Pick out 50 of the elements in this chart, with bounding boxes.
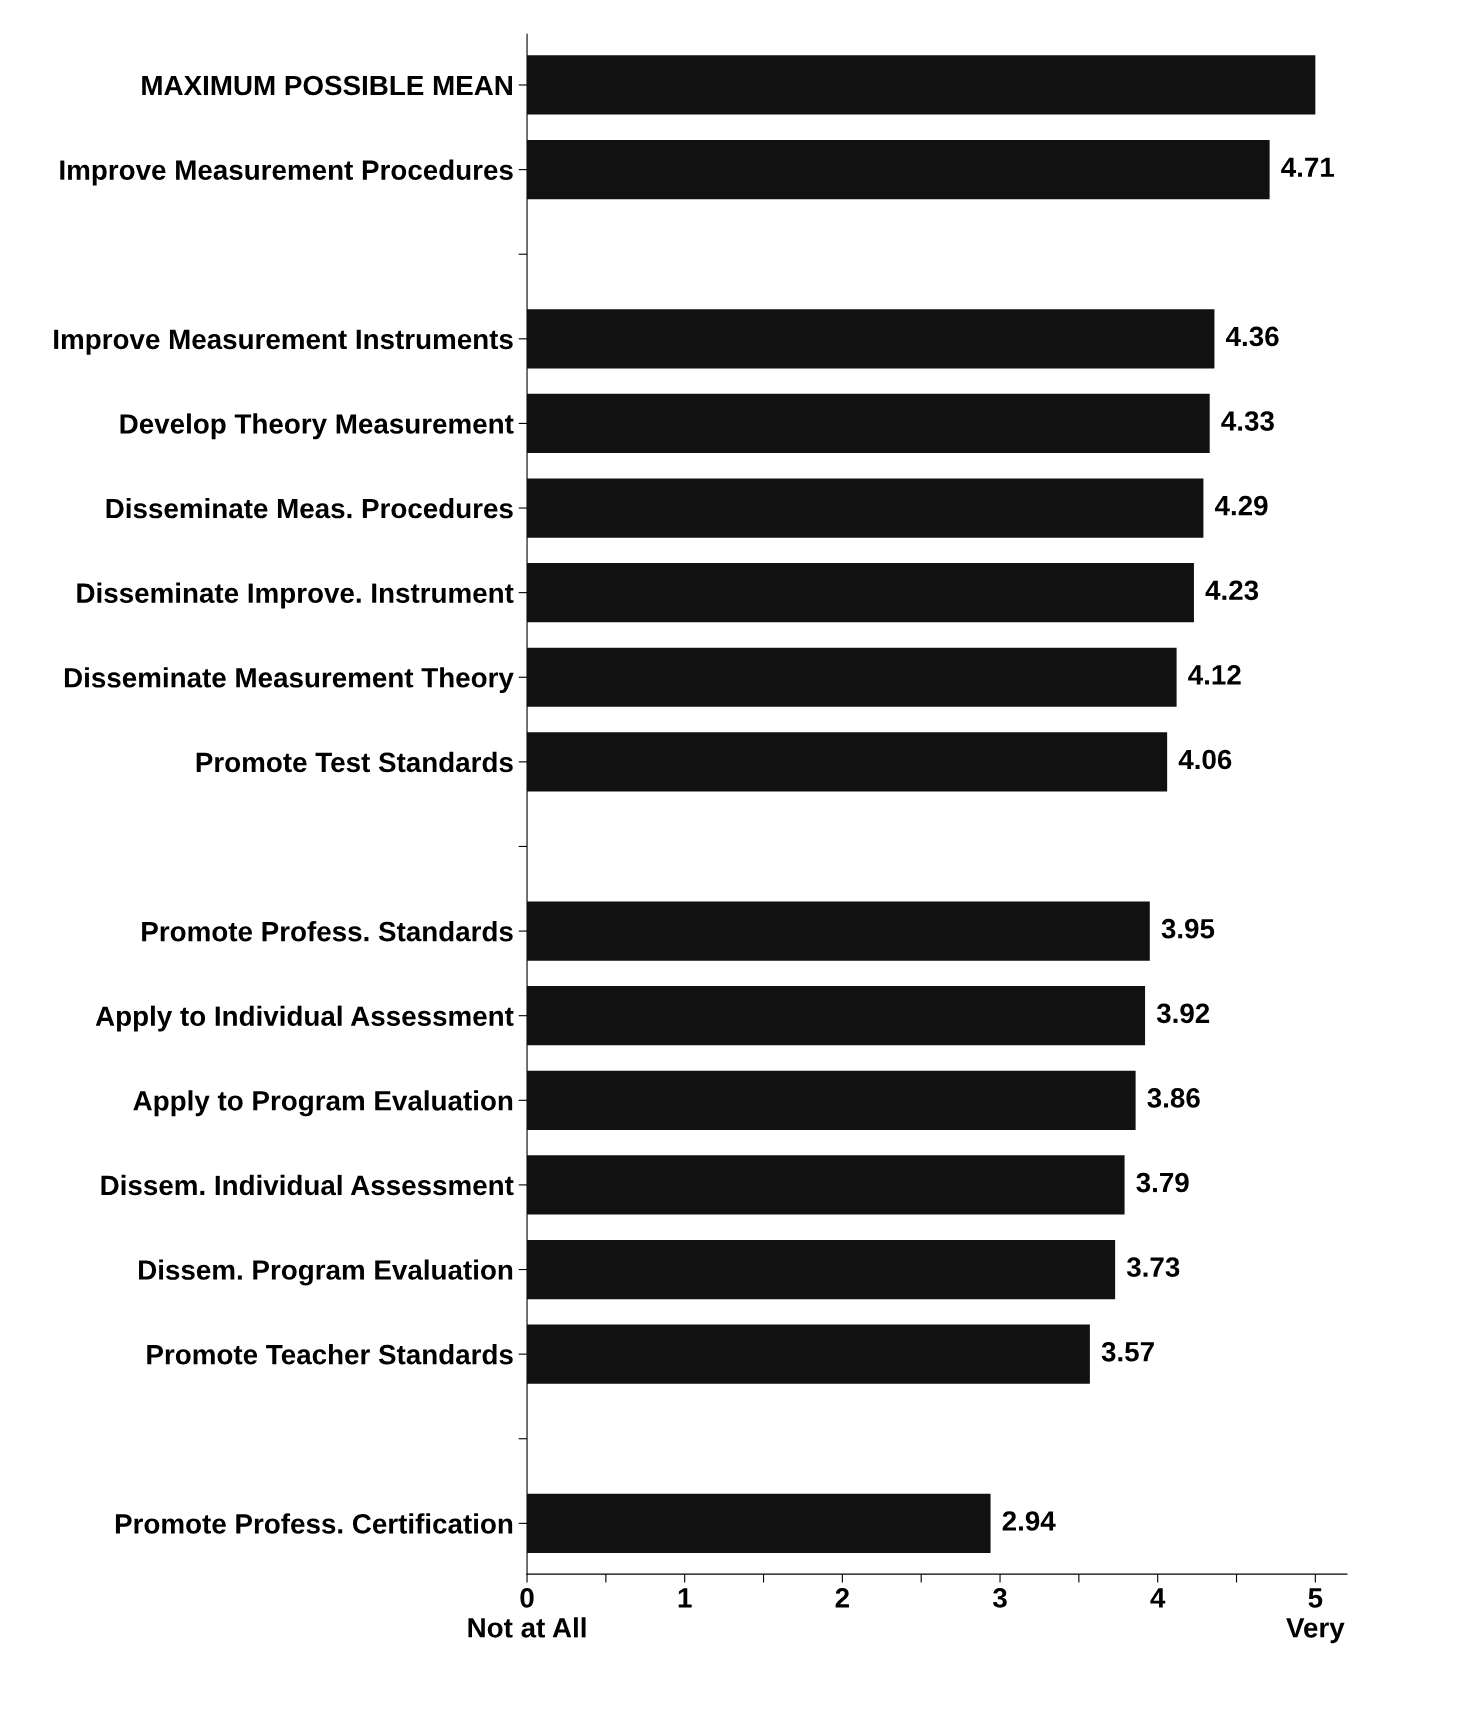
bar <box>527 1324 1090 1384</box>
y-tick-label: Develop Theory Measurement <box>120 413 514 440</box>
x-tick-label: 2 <box>835 1588 849 1608</box>
bar <box>527 732 1168 792</box>
bar <box>527 478 1204 538</box>
x-tick-label: 3 <box>992 1588 1007 1608</box>
data-label: 4.23 <box>1205 580 1259 601</box>
bar <box>527 563 1194 623</box>
y-tick-label: Dissem. Program Evaluation <box>139 1259 513 1286</box>
data-label: 4.36 <box>1225 326 1279 347</box>
y-tick-label: Improve Measurement Procedures <box>60 159 513 186</box>
data-label: 2.94 <box>1002 1511 1056 1531</box>
y-tick-label: Dissem. Individual Assessment <box>101 1174 514 1196</box>
data-label: 4.06 <box>1178 749 1232 770</box>
x-tick-label: 1 <box>678 1588 692 1608</box>
y-tick-label: MAXIMUM POSSIBLE MEAN <box>142 75 512 96</box>
bar <box>527 647 1177 707</box>
y-tick-label: Promote Profess. Standards <box>142 921 513 942</box>
y-tick-label: Promote Test Standards <box>196 751 513 773</box>
data-label: 4.12 <box>1188 665 1241 685</box>
y-tick-label: Improve Measurement Instruments <box>54 329 513 355</box>
y-tick-label: Promote Teacher Standards <box>147 1344 513 1365</box>
data-label: 4.71 <box>1281 157 1335 177</box>
data-label: 3.92 <box>1156 1003 1210 1024</box>
bar <box>527 1155 1125 1215</box>
bar <box>527 1070 1136 1130</box>
data-label: 3.86 <box>1147 1088 1200 1108</box>
y-tick-label: Disseminate Measurement Theory <box>64 667 514 694</box>
bar <box>527 986 1146 1046</box>
data-label: 3.57 <box>1101 1341 1154 1362</box>
bar <box>527 1239 1116 1300</box>
y-tick-label: Apply to Program Evaluation <box>133 1090 513 1117</box>
y-tick-label: Disseminate Improve. Instrument <box>77 582 514 609</box>
bar <box>527 55 1316 115</box>
y-tick-label: Disseminate Meas. Procedures <box>106 497 513 519</box>
data-label: 3.73 <box>1126 1257 1180 1278</box>
data-label: 4.29 <box>1214 495 1268 516</box>
bar <box>527 393 1210 454</box>
bar <box>527 901 1150 961</box>
x-tick-label: 4 <box>1150 1588 1166 1608</box>
x-tick-label: 5 Very <box>1286 1588 1345 1644</box>
data-label: 3.95 <box>1161 918 1215 939</box>
y-tick-label: Apply to Individual Assessment <box>95 1005 514 1032</box>
y-tick-label: Promote Profess. Certification <box>115 1513 513 1534</box>
x-tick-label: 0 Not at All <box>468 1588 586 1638</box>
data-label: 3.79 <box>1136 1172 1189 1193</box>
bar <box>527 139 1270 200</box>
bar <box>527 1493 991 1553</box>
bar <box>527 309 1215 369</box>
data-label: 4.33 <box>1221 411 1274 431</box>
